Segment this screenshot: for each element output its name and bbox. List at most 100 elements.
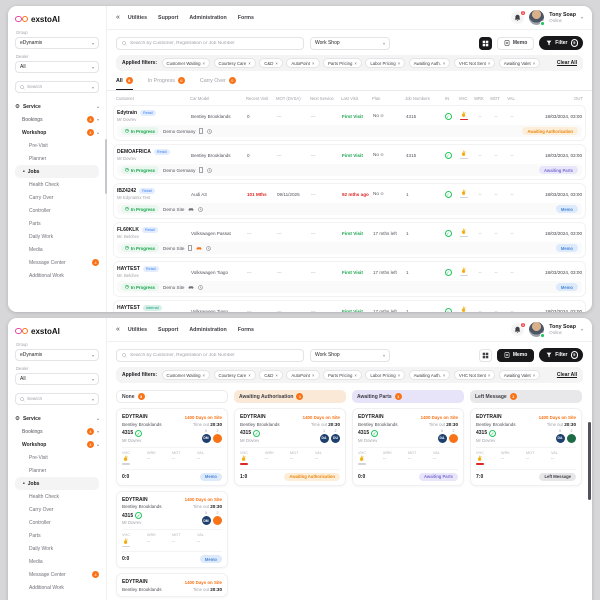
filter-chip[interactable]: VHC Not Sent ×	[453, 58, 496, 68]
dealer-select[interactable]: All ▾	[15, 61, 99, 73]
main-search-input[interactable]	[130, 40, 298, 46]
nav-utilities[interactable]: Utilities	[127, 326, 148, 333]
tab-in-progress[interactable]: In Progress 6	[148, 77, 185, 90]
sidebar-search[interactable]: ▾	[15, 81, 99, 93]
assignee-avatar[interactable]: DA	[437, 433, 447, 443]
close-icon[interactable]: ×	[442, 372, 446, 378]
assignee-avatar[interactable]: DM	[201, 433, 211, 443]
group-select[interactable]: eDynamix ▾	[15, 349, 99, 361]
sidebar-item-parts[interactable]: Parts	[29, 532, 41, 539]
close-icon[interactable]: ×	[487, 60, 491, 66]
filter-chip[interactable]: Parts Pricing ×	[323, 370, 362, 380]
sidebar-search[interactable]: ▾	[15, 393, 99, 405]
sidebar-item-bookings[interactable]: Bookings 4 ▾	[22, 428, 99, 435]
close-icon[interactable]: ×	[248, 60, 251, 66]
job-card[interactable]: EDYTRAIN 1400 Days on Site Bentley Brookl…	[116, 490, 228, 569]
clock-icon[interactable]	[207, 128, 213, 134]
filter-chip[interactable]: Courtesy Care ×	[213, 58, 256, 68]
sidebar-item-bookings[interactable]: Bookings 4 ▾	[22, 116, 99, 123]
car-icon[interactable]	[188, 285, 195, 289]
filter-chip[interactable]: Awaiting Valet ×	[498, 58, 541, 68]
nav-forms[interactable]: Forms	[237, 14, 254, 21]
filter-chip[interactable]: Labor Pricing ×	[365, 58, 406, 68]
nav-forms[interactable]: Forms	[237, 326, 254, 333]
chevron-down-icon[interactable]: ▾	[580, 327, 583, 332]
table-row[interactable]: HAYTEST Retail Mr. Belchev Volkswagen Tiag…	[113, 261, 586, 297]
table-row[interactable]: DEMOAFRICA Retail Mr Dovrev Bentley Brookl…	[113, 144, 586, 180]
kanban-column-header[interactable]: Left Message 1	[470, 390, 582, 403]
close-icon[interactable]: ×	[248, 372, 251, 378]
sidebar-search-input[interactable]	[27, 84, 90, 90]
dealer-select[interactable]: All ▾	[15, 373, 99, 385]
sidebar-item-planner[interactable]: Planner	[29, 155, 47, 162]
filter-chip[interactable]: AutoPoint ×	[286, 58, 320, 68]
close-icon[interactable]: ×	[311, 372, 315, 378]
close-icon[interactable]: ×	[202, 372, 206, 378]
notifications-button[interactable]: 3	[511, 9, 526, 24]
sidebar-item-additional-work[interactable]: Additional Work	[29, 584, 64, 591]
clock-icon[interactable]	[198, 206, 204, 212]
table-row[interactable]: Edytrain Retail Mr Dovrev Bentley Brooklan…	[113, 105, 586, 141]
workshop-select[interactable]: Work Shop ▾	[310, 36, 390, 50]
sidebar-item-message-center[interactable]: Message Center 4	[15, 568, 99, 581]
collapse-sidebar-icon[interactable]: «	[116, 326, 120, 333]
car-icon[interactable]	[188, 207, 195, 211]
phone-icon[interactable]	[199, 128, 204, 134]
close-icon[interactable]: ×	[397, 60, 401, 66]
sidebar-item-service[interactable]: ⚙ Service ▴	[15, 103, 99, 110]
memo-button[interactable]: Memo	[497, 36, 535, 50]
close-icon[interactable]: ×	[354, 60, 357, 66]
sidebar-item-planner[interactable]: Planner	[29, 467, 47, 474]
sidebar-item-message-center[interactable]: Message Center 4	[15, 256, 99, 269]
sidebar-item-health-check[interactable]: Health Check	[29, 493, 60, 500]
tab-carry-over[interactable]: Carry Over 0	[200, 77, 236, 90]
user-avatar[interactable]	[529, 10, 545, 26]
close-icon[interactable]: ×	[442, 60, 446, 66]
filter-chip[interactable]: Awaiting Auth. ×	[408, 58, 451, 68]
assignee-avatar[interactable]: DA	[319, 433, 329, 443]
table-row[interactable]: FL60KLK Retail Mr. Belchev Volkswagen Pass…	[113, 222, 586, 258]
sidebar-item-daily-work[interactable]: Daily Work	[29, 545, 54, 552]
job-card[interactable]: EDYTRAIN 1400 Days on Site Bentley Brookl…	[234, 408, 346, 486]
filter-chip[interactable]: Labor Pricing ×	[365, 370, 406, 380]
cell-vhc[interactable]: ✌	[456, 268, 472, 277]
board-scrollbar[interactable]	[588, 422, 591, 500]
assignee-avatar[interactable]	[567, 433, 576, 443]
filter-chip[interactable]: Customer Waiting ×	[161, 370, 211, 380]
filter-chip[interactable]: C&D ×	[259, 58, 283, 68]
sidebar-item-pre-visit[interactable]: Pre-Visit	[29, 454, 48, 461]
sidebar-item-controller[interactable]: Controller	[29, 207, 51, 214]
sidebar-item-media[interactable]: Media	[29, 246, 43, 253]
filter-chip[interactable]: Parts Pricing ×	[323, 58, 362, 68]
close-icon[interactable]: ×	[532, 60, 536, 66]
clear-all-filters[interactable]: Clear All	[556, 60, 577, 66]
nav-utilities[interactable]: Utilities	[127, 14, 148, 21]
clear-all-filters[interactable]: Clear All	[556, 372, 577, 378]
chevron-down-icon[interactable]: ▾	[580, 15, 583, 20]
filter-chip[interactable]: Customer Waiting ×	[161, 58, 211, 68]
sidebar-item-health-check[interactable]: Health Check	[29, 181, 60, 188]
nav-administration[interactable]: Administration	[189, 14, 227, 21]
close-icon[interactable]: ×	[202, 60, 206, 66]
close-icon[interactable]: ×	[311, 60, 315, 66]
memo-button[interactable]: Memo	[497, 348, 535, 362]
filter-chip[interactable]: C&D ×	[259, 370, 283, 380]
table-row[interactable]: HAYTESTInternalMr. Belchev Volkswagen Ti…	[113, 300, 586, 312]
user-avatar[interactable]	[529, 322, 545, 338]
group-select[interactable]: eDynamix ▾	[15, 37, 99, 49]
filter-button[interactable]: Filter 9	[539, 36, 583, 50]
assignee-avatar[interactable]	[213, 433, 222, 443]
nav-support[interactable]: Support	[158, 14, 179, 21]
close-icon[interactable]: ×	[275, 372, 278, 378]
sidebar-item-pre-visit[interactable]: Pre-Visit	[29, 142, 48, 149]
workshop-select[interactable]: Work Shop ▾	[310, 348, 390, 362]
cell-vhc[interactable]: ✌	[456, 229, 472, 238]
sidebar-item-controller[interactable]: Controller	[29, 519, 51, 526]
cell-vhc[interactable]: ✌	[456, 307, 472, 312]
clock-icon[interactable]	[207, 167, 213, 173]
sidebar-item-jobs[interactable]: • Jobs	[15, 165, 99, 178]
sidebar-item-additional-work[interactable]: Additional Work	[29, 272, 64, 279]
filter-chip[interactable]: VHC Not Sent ×	[453, 370, 496, 380]
sidebar-item-carry-over[interactable]: Carry Over	[29, 506, 54, 513]
clock-icon[interactable]	[206, 245, 212, 251]
